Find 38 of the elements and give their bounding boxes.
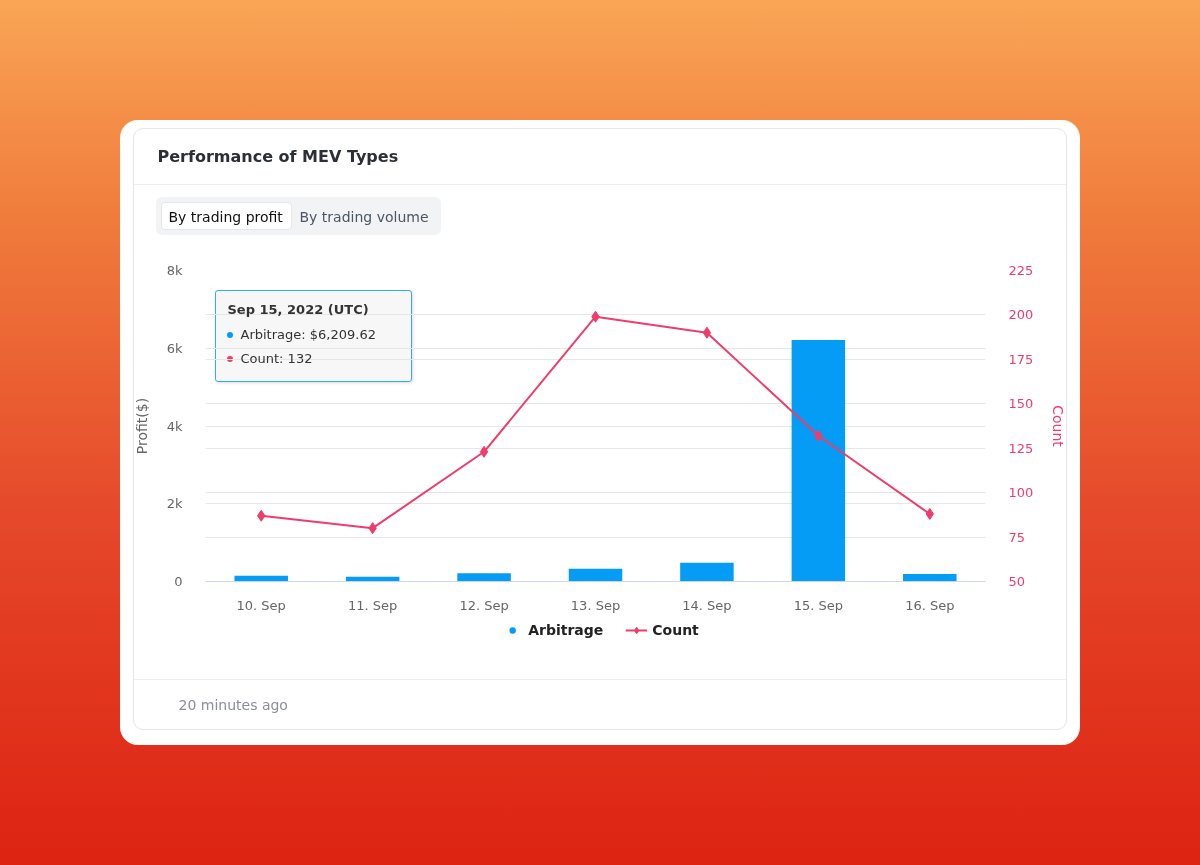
y2-tick-label: 100 [1008,485,1034,501]
y2-tick-label: 150 [1008,396,1034,412]
y-tick-label: 0 [174,574,183,589]
bar [680,562,734,582]
y2-axis-title: Count [1050,405,1067,448]
x-tick-label: 14. Sep [682,597,732,613]
annotation: Count: 132 [240,351,313,366]
y2-tick-label: 175 [1008,351,1034,367]
x-tick-label: 12. Sep [459,597,509,613]
y2-tick-label: 50 [1008,574,1026,589]
y2-tick-label: 75 [1008,529,1026,545]
x-tick-label: 16. Sep [905,597,955,613]
point [702,326,712,339]
annotation: Sep 15, 2022 (UTC) [227,302,369,317]
bar [457,573,511,582]
y2-tick-label: 225 [1008,263,1034,278]
y-axis-title: Profit($) [133,397,150,455]
legend-label: Arbitrage [528,622,604,638]
text: 20 minutes ago [178,696,288,713]
y-tick-label: 6k [166,340,183,356]
chart-title: Performance of MEV Types [157,147,399,166]
text: By trading volume [299,208,429,225]
y-tick-label: 4k [166,418,183,434]
x-tick-label: 15. Sep [793,597,844,613]
bar [903,574,957,582]
y-tick-label: 2k [166,496,183,512]
legend-label: Count [652,622,699,638]
x-tick-label: 11. Sep [347,597,398,613]
point [479,445,489,458]
annotation: Arbitrage: $6,209.62 [240,327,376,342]
y2-tick-label: 125 [1008,440,1034,456]
x-tick-label: 13. Sep [570,597,621,613]
y2-tick-label: 200 [1008,307,1034,323]
bar [791,340,846,582]
y-tick-label: 8k [166,263,183,278]
text: By trading profit [168,208,284,225]
bar [568,568,623,582]
x-tick-label: 10. Sep [236,597,286,613]
